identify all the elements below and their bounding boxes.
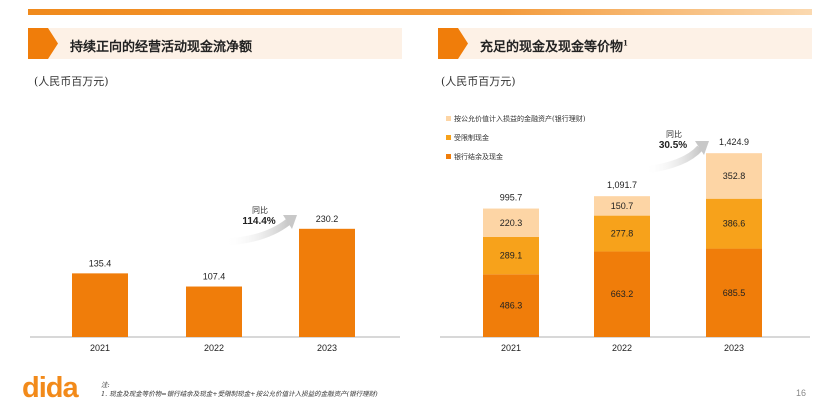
stack-segment-2022-1 xyxy=(594,215,650,252)
left-growth-arrow xyxy=(224,219,291,246)
segment-value-label: 150.7 xyxy=(611,201,634,211)
right-title-text: 充足的现金及现金等价物 xyxy=(480,40,624,55)
bar-2021 xyxy=(72,273,128,337)
segment-value-label: 352.8 xyxy=(723,171,746,181)
bar-2023 xyxy=(299,228,355,337)
stack-segment-2021-1 xyxy=(483,236,539,275)
x-tick-label: 2023 xyxy=(724,343,744,353)
total-value-label: 1,091.7 xyxy=(607,180,637,190)
right-yoy-value: 30.5% xyxy=(659,140,687,151)
stack-segment-2023-1 xyxy=(706,198,762,249)
bar-value-label: 135.4 xyxy=(89,258,112,268)
segment-value-label: 220.3 xyxy=(500,218,523,228)
total-value-label: 1,424.9 xyxy=(719,137,749,147)
legend-swatch xyxy=(446,135,451,140)
legend-swatch xyxy=(446,116,451,121)
stack-segment-2023-0 xyxy=(706,248,762,337)
dida-logo: dida xyxy=(22,372,79,404)
segment-value-label: 685.5 xyxy=(723,288,746,298)
page-number: 16 xyxy=(796,388,807,398)
left-yoy-label: 同比 xyxy=(252,205,268,215)
bar-value-label: 230.2 xyxy=(316,214,339,224)
legend-entry: 银行结余及现金 xyxy=(454,152,503,161)
left-arrow-head xyxy=(283,215,297,229)
segment-value-label: 486.3 xyxy=(500,301,523,311)
segment-value-label: 277.8 xyxy=(611,229,634,239)
footnote-label: 注: xyxy=(101,381,110,389)
x-tick-label: 2021 xyxy=(90,343,110,353)
right-yoy-label: 同比 xyxy=(666,129,682,139)
bar-2022 xyxy=(186,286,242,337)
legend-entry: 受限制现金 xyxy=(454,133,489,142)
stack-segment-2021-0 xyxy=(483,274,539,337)
segment-value-label: 663.2 xyxy=(611,289,634,299)
right-section-title: 充足的现金及现金等价物1 xyxy=(480,36,628,55)
x-tick-label: 2023 xyxy=(317,343,337,353)
left-section-header: 持续正向的经营活动现金流净额 xyxy=(28,28,402,59)
stack-segment-2022-0 xyxy=(594,251,650,337)
x-tick-label: 2022 xyxy=(612,343,632,353)
stack-segment-2023-2 xyxy=(706,153,762,199)
legend-swatch xyxy=(446,154,451,159)
footnote: 注: 1. 现金及现金等价物=银行结余及现金+受限制现金+按公允价值计入损益的金融… xyxy=(101,381,378,399)
chevron-icon xyxy=(28,28,58,59)
left-yoy-value: 114.4% xyxy=(242,216,275,227)
stack-segment-2022-2 xyxy=(594,196,650,216)
stack-segment-2021-2 xyxy=(483,208,539,237)
segment-value-label: 386.6 xyxy=(723,219,746,229)
chevron-icon xyxy=(438,28,468,59)
x-tick-label: 2022 xyxy=(204,343,224,353)
right-arrow-head xyxy=(695,141,709,155)
header-accent-bar xyxy=(28,9,812,15)
footnote-text: 1. 现金及现金等价物=银行结余及现金+受限制现金+按公允价值计入损益的金融资产… xyxy=(101,390,378,398)
left-section-title: 持续正向的经营活动现金流净额 xyxy=(70,40,253,55)
x-tick-label: 2021 xyxy=(501,343,521,353)
right-section-header: 充足的现金及现金等价物1 xyxy=(438,28,812,59)
footnote-marker: 1 xyxy=(623,38,628,48)
left-unit-label: (人民币百万元) xyxy=(34,75,109,88)
total-value-label: 995.7 xyxy=(500,193,523,203)
right-growth-arrow xyxy=(644,145,703,174)
bar-value-label: 107.4 xyxy=(203,272,226,282)
right-unit-label: (人民币百万元) xyxy=(441,75,516,88)
segment-value-label: 289.1 xyxy=(500,251,523,261)
legend-entry: 按公允价值计入损益的金融资产(银行理财) xyxy=(454,114,586,123)
